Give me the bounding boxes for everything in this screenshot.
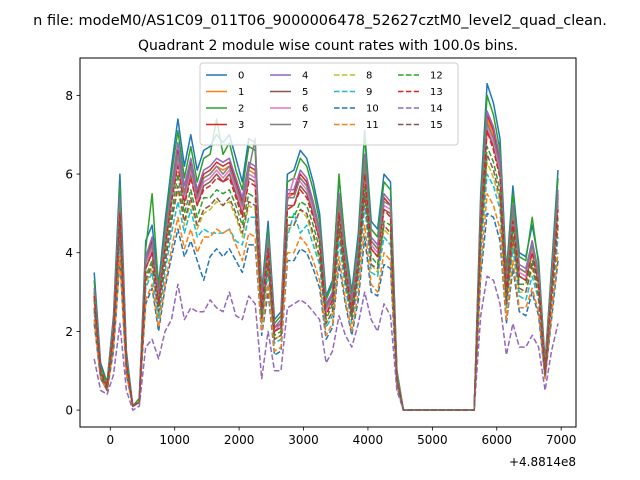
series-line-14: [93, 275, 559, 411]
series-line-12: [93, 145, 559, 411]
legend-entry-label: 15: [430, 120, 443, 131]
x-tick-label: 6000: [481, 433, 512, 447]
x-tick-label: 1000: [159, 433, 190, 447]
legend-entry-label: 9: [366, 87, 372, 98]
y-axis: 0 2 4 6 8: [65, 89, 80, 418]
y-tick-label: 6: [65, 168, 73, 182]
legend-entry-label: 13: [430, 87, 443, 98]
legend-entry-label: 1: [238, 87, 244, 98]
legend-entry-label: 6: [302, 104, 308, 115]
legend-frame: [199, 62, 459, 146]
x-tick-label: 5000: [417, 433, 448, 447]
y-tick-label: 0: [65, 404, 73, 418]
figure-suptitle: n file: modeM0/AS1C09_011T06_9000006478_…: [33, 13, 607, 29]
x-axis: 0 1000 2000 3000 4000 5000 6000 7000: [106, 427, 576, 447]
legend-entry-label: 14: [430, 104, 443, 115]
y-tick-label: 2: [65, 325, 73, 339]
legend-entry-label: 5: [302, 87, 308, 98]
x-tick-label: 2000: [224, 433, 255, 447]
y-tick-label: 4: [65, 246, 73, 260]
legend-entry-label: 3: [238, 120, 244, 131]
legend-entry-label: 7: [302, 120, 308, 131]
series-line-11: [93, 192, 559, 411]
x-tick-label: 7000: [546, 433, 577, 447]
x-axis-offset-label: +4.8814e8: [509, 455, 576, 469]
legend-entry-label: 8: [366, 71, 372, 82]
series-line-10: [93, 212, 559, 411]
legend-entry-label: 4: [302, 71, 308, 82]
x-tick-label: 3000: [288, 433, 319, 447]
plot-area: [79, 57, 577, 428]
x-tick-label: 0: [106, 433, 114, 447]
legend-entry-label: 12: [430, 71, 443, 82]
x-tick-label: 4000: [353, 433, 384, 447]
chart-title: Quadrant 2 module wise count rates with …: [138, 38, 518, 54]
legend-entry-label: 0: [238, 71, 244, 82]
chart-axes: 0 1000 2000 3000 4000 5000 6000 7000 0 2 4 6 8: [65, 57, 577, 447]
legend-entry-label: 2: [238, 104, 244, 115]
series-lines: [93, 82, 559, 411]
series-line-15: [93, 153, 559, 411]
series-line-13: [93, 130, 559, 411]
legend-entry-label: 10: [366, 104, 379, 115]
y-tick-label: 8: [65, 89, 73, 103]
legend-entry-label: 11: [366, 120, 379, 131]
